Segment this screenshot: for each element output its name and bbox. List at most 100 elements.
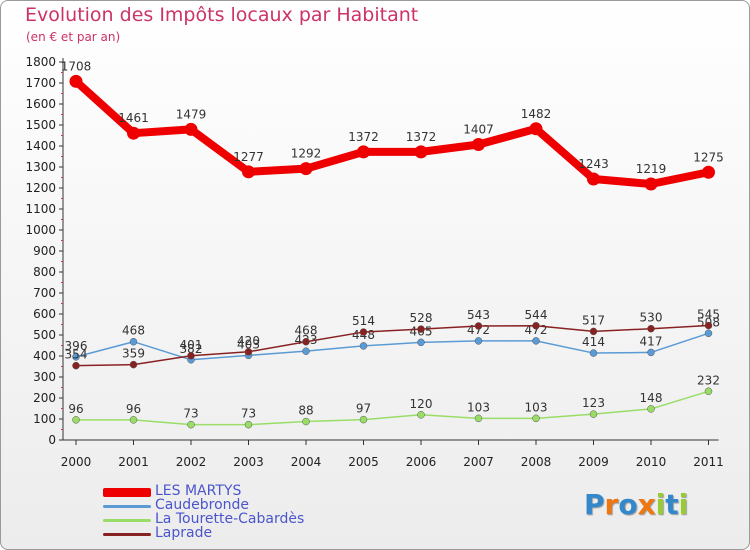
data-label: 123	[582, 396, 605, 410]
data-label: 88	[298, 404, 313, 418]
legend-label: Laprade	[155, 525, 213, 541]
logo-letter: i	[655, 488, 666, 521]
data-point	[529, 122, 543, 136]
x-tick-label: 2005	[348, 455, 379, 469]
y-tick-label: 1800	[25, 55, 56, 69]
data-point	[702, 165, 715, 179]
data-point	[127, 126, 140, 140]
data-label: 396	[65, 339, 88, 353]
data-point	[644, 177, 658, 191]
legend-swatch	[103, 519, 151, 522]
x-tick-label: 2004	[291, 455, 322, 469]
proxiti-logo: Proxiti	[584, 488, 688, 521]
logo-letter: o	[618, 488, 638, 521]
data-point	[414, 145, 428, 159]
data-point	[704, 387, 713, 396]
y-tick-label: 800	[33, 265, 56, 279]
data-label: 1219	[636, 162, 667, 176]
logo-letter: x	[637, 488, 656, 521]
logo-letter: t	[665, 488, 679, 521]
data-point	[129, 337, 138, 346]
y-tick-label: 1700	[25, 76, 56, 90]
series-line	[75, 332, 710, 361]
data-point	[647, 324, 655, 333]
data-label: 1461	[118, 111, 149, 125]
data-point	[357, 145, 370, 159]
legend-label: La Tourette-Cabardès	[155, 511, 305, 527]
x-tick-label: 2007	[463, 455, 494, 469]
data-point	[72, 361, 80, 370]
data-point	[302, 417, 310, 426]
data-point	[72, 416, 80, 424]
data-point	[184, 122, 198, 136]
y-tick-label: 1400	[25, 139, 56, 153]
data-label: 545	[697, 308, 720, 322]
data-point	[359, 328, 368, 336]
data-label: 414	[582, 335, 605, 349]
data-point	[72, 353, 80, 361]
data-label: 96	[126, 402, 141, 416]
data-point	[704, 321, 713, 330]
x-tick-label: 2011	[693, 455, 724, 469]
data-point	[359, 342, 368, 350]
series-line	[75, 390, 710, 426]
y-tick-label: 1100	[25, 202, 56, 216]
data-label: 103	[467, 400, 490, 414]
data-point	[647, 405, 655, 413]
data-label: 517	[582, 313, 605, 327]
data-point	[474, 414, 483, 423]
x-tick-label: 2006	[406, 455, 437, 469]
data-point	[589, 327, 598, 336]
y-tick-label: 1500	[25, 118, 56, 132]
y-tick-label: 200	[33, 391, 56, 405]
data-label: 97	[356, 402, 371, 416]
data-point	[187, 420, 195, 429]
y-tick-label: 900	[33, 244, 56, 258]
logo-letter: r	[604, 488, 619, 521]
x-tick-label: 2000	[61, 455, 92, 469]
x-tick-label: 2008	[521, 455, 552, 469]
data-point	[302, 337, 310, 346]
data-point	[69, 74, 83, 88]
y-tick-label: 400	[33, 349, 56, 363]
data-point	[417, 325, 425, 333]
data-label: 103	[525, 400, 548, 414]
data-label: 1277	[233, 150, 264, 164]
data-label: 1275	[693, 150, 724, 164]
data-point	[647, 348, 655, 357]
data-label: 514	[352, 314, 375, 328]
data-point	[187, 352, 195, 360]
data-label: 1372	[348, 130, 379, 144]
data-label: 468	[122, 324, 145, 338]
legend-item: Caudebronde	[103, 497, 363, 513]
chart-title: Evolution des Impôts locaux par Habitant	[25, 4, 419, 26]
data-point	[704, 329, 713, 338]
series-line	[75, 324, 710, 367]
data-point	[589, 410, 598, 418]
data-label: 1407	[463, 123, 494, 137]
data-label: 528	[410, 311, 433, 325]
data-point	[474, 337, 483, 345]
y-tick-label: 1000	[25, 223, 56, 237]
data-point	[474, 322, 483, 330]
data-point	[417, 411, 425, 419]
data-label: 530	[640, 311, 663, 325]
data-label: 232	[697, 373, 720, 387]
y-tick-label: 700	[33, 286, 56, 300]
series-line	[72, 77, 713, 189]
x-tick-label: 2002	[176, 455, 207, 469]
data-point	[532, 337, 540, 345]
y-tick-label: 1300	[25, 160, 56, 174]
x-tick-label: 2010	[636, 455, 667, 469]
legend-item: Laprade	[103, 525, 363, 541]
logo-letter: i	[678, 488, 689, 521]
data-label: 403	[237, 337, 260, 351]
data-point	[244, 348, 253, 356]
data-point	[359, 415, 368, 424]
data-label: 359	[122, 347, 145, 361]
data-label: 148	[640, 391, 663, 405]
data-point	[472, 138, 485, 152]
data-point	[417, 338, 425, 347]
data-label: 73	[183, 407, 198, 421]
